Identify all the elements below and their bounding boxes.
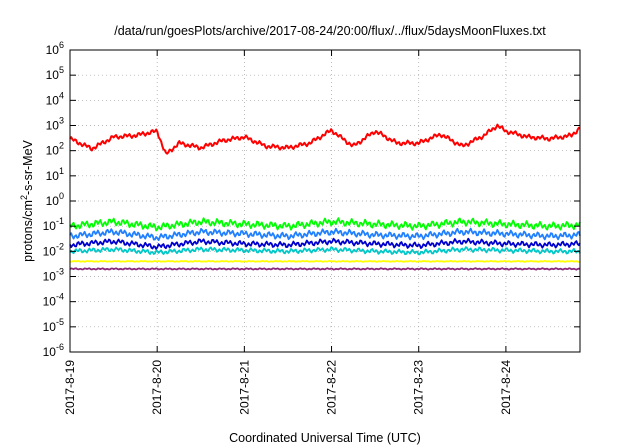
x-tick-label: 2017-8-22 [325,360,339,415]
x-tick-label: 2017-8-23 [412,360,426,415]
x-axis-title: Coordinated Universal Time (UTC) [229,431,421,445]
series-line-1 [69,123,581,155]
series-lines [69,123,581,271]
y-tick-label: 10-5 [43,317,64,334]
y-tick-label: 103 [46,116,64,133]
y-tick-label: 10-1 [43,216,64,233]
series-line-6 [69,259,581,263]
series-line-4 [69,237,581,251]
x-tick-labels: 2017-8-19 2017-8-20 2017-8-21 2017-8-22 2017… [63,360,513,415]
x-tick-label: 2017-8-24 [499,360,513,415]
series-line-5 [69,246,581,256]
series-line-3 [69,227,581,242]
y-tick-label: 101 [46,166,64,183]
y-axis-title: protons/cm2-s-sr-MeV [19,139,35,261]
y-tick-label: 10-2 [43,241,64,258]
x-tick-label: 2017-8-21 [237,360,251,415]
chart-title: /data/run/goesPlots/archive/2017-08-24/2… [114,24,546,38]
y-tick-label: 106 [46,40,64,57]
series-line-7 [69,267,581,271]
y-tick-label: 10-6 [43,342,64,359]
y-tick-label: 100 [46,191,64,208]
x-tick-label: 2017-8-19 [63,360,77,415]
series-line-2 [69,217,581,232]
grid-lines [70,50,580,352]
y-tick-label: 104 [46,90,64,107]
x-tick-label: 2017-8-20 [150,360,164,415]
y-tick-label: 105 [46,65,64,82]
y-tick-labels: 10-6 10-5 10-4 10-3 10-2 10-1 100 101 102 103 104 1… [43,40,64,359]
axis-ticks [69,49,580,353]
y-tick-label: 10-4 [43,292,64,309]
y-tick-label: 10-3 [43,267,64,284]
y-tick-label: 102 [46,141,64,158]
